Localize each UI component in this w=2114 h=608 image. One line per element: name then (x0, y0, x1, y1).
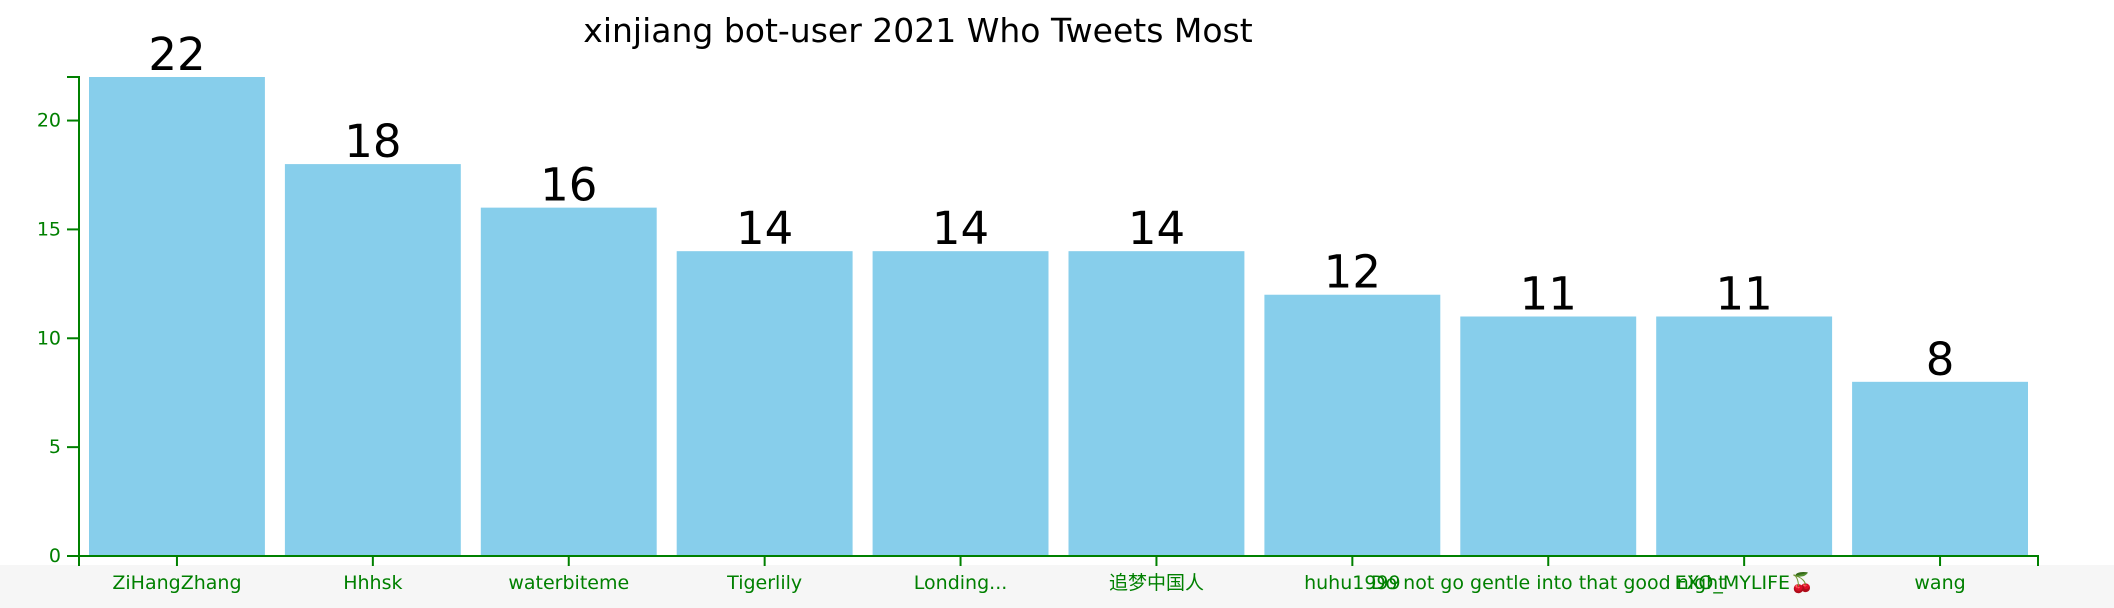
bar-8 (1656, 316, 1833, 556)
bottom-strip (0, 565, 2114, 608)
bar-2 (480, 207, 657, 557)
bars-layer (89, 77, 2028, 557)
x-tick-label-7: Do not go gentle into that good night (1371, 572, 1726, 594)
bar-value-label-3: 14 (736, 202, 793, 255)
bar-3 (676, 251, 853, 556)
x-tick-label-6: huhu1999 (1304, 572, 1401, 594)
x-tick-label-4: Londing... (914, 572, 1007, 594)
bar-value-label-0: 22 (148, 28, 205, 81)
bar-value-label-9: 8 (1926, 333, 1955, 386)
chart-title: xinjiang bot-user 2021 Who Tweets Most (583, 11, 1252, 50)
bar-value-label-7: 11 (1520, 268, 1577, 321)
bar-value-label-2: 16 (540, 159, 597, 212)
x-tick-label-9: wang (1914, 572, 1965, 594)
y-tick-label-2: 10 (37, 327, 61, 349)
y-tick-label-0: 0 (49, 545, 61, 567)
y-tick-label-4: 20 (37, 110, 61, 132)
bar-value-label-1: 18 (344, 115, 401, 168)
bar-value-label-8: 11 (1716, 268, 1773, 321)
bar-0 (89, 77, 265, 556)
x-axis: ZiHangZhang Hhhsk waterbiteme Tigerlily Lond… (78, 555, 2039, 594)
bar-7 (1460, 316, 1637, 556)
x-tick-label-5: 追梦中国人 (1109, 572, 1204, 594)
x-tick-label-8: EXO_MYLIFE🍒 (1675, 571, 1814, 594)
x-axis-line (78, 555, 2039, 566)
y-axis-line (67, 76, 80, 557)
x-tick-label-2: waterbiteme (508, 572, 629, 594)
x-tick-label-3: Tigerlily (726, 572, 802, 594)
bar-6 (1264, 294, 1441, 556)
bar-value-label-6: 12 (1324, 246, 1381, 299)
bar-1 (284, 164, 461, 556)
y-tick-label-1: 5 (49, 436, 61, 458)
x-tick-label-1: Hhhsk (343, 572, 402, 594)
bar-5 (1068, 251, 1245, 556)
x-tick-label-0: ZiHangZhang (112, 572, 241, 594)
bar-labels-layer: 22 18 16 14 14 14 12 11 11 8 (148, 28, 1954, 386)
y-axis: 0 5 10 15 20 (37, 76, 80, 567)
bar-value-label-5: 14 (1128, 202, 1185, 255)
bar-value-label-4: 14 (932, 202, 989, 255)
y-tick-label-3: 15 (37, 218, 61, 240)
bar-9 (1852, 381, 2028, 556)
bar-4 (872, 251, 1049, 556)
